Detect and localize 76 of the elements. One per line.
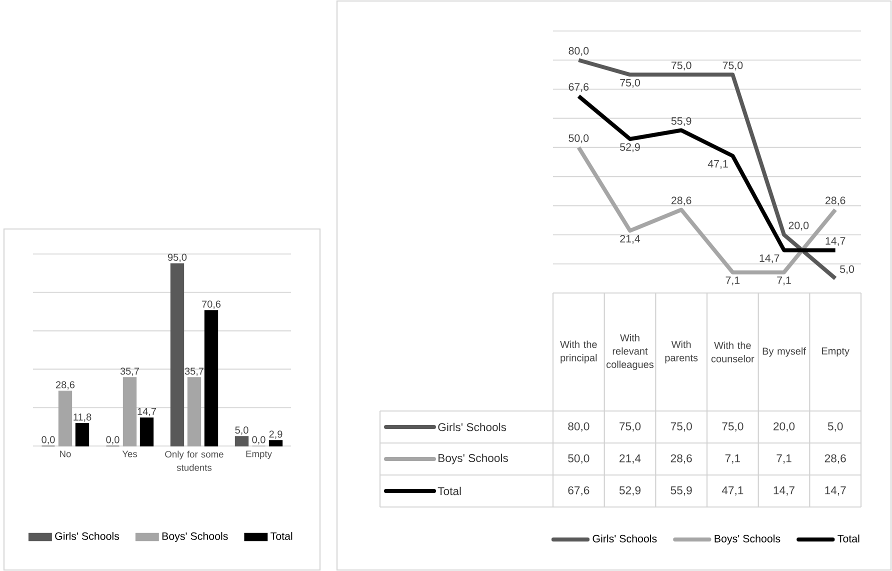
text: 21,4 — [620, 234, 640, 244]
x-tick-label: By myself — [762, 347, 806, 357]
bar — [122, 377, 137, 446]
data-label: 35,7 — [184, 368, 204, 376]
legend-label: Boys' Schools — [162, 532, 228, 542]
data-label: 7,1 — [725, 454, 740, 464]
data-label: 0,0 — [252, 436, 266, 444]
x-tick-label: With relevant colleagues — [606, 334, 654, 370]
text: 20,0 — [788, 222, 809, 231]
data-label: 28,6 — [824, 454, 846, 464]
text: 50,0 — [568, 134, 589, 144]
text: 14,7 — [760, 254, 780, 264]
bar — [234, 436, 249, 446]
data-label: 75,0 — [670, 422, 692, 432]
bar — [187, 377, 202, 446]
data-label: 47,1 — [722, 486, 744, 496]
text: 14,7 — [826, 237, 846, 246]
x-tick-label: No — [60, 450, 71, 458]
text: 75,0 — [672, 62, 692, 70]
x-tick-label: With the principal — [560, 340, 597, 364]
data-label: 67,6 — [568, 486, 590, 496]
data-label: 11,8 — [74, 413, 92, 422]
data-label: 55,9 — [670, 486, 692, 496]
data-label: 75,0 — [722, 422, 744, 432]
bar — [58, 390, 72, 446]
data-label: 0,0 — [42, 436, 55, 444]
text: 67,6 — [568, 83, 589, 92]
data-label: 75,0 — [620, 422, 641, 432]
legend-label: Girls' Schools — [438, 422, 506, 432]
bar — [204, 310, 218, 446]
x-tick-label: Yes — [122, 450, 138, 458]
data-label: 5,0 — [828, 422, 843, 432]
data-label: 95,0 — [168, 254, 187, 262]
data-label: 0,0 — [106, 436, 120, 444]
data-label: 28,6 — [56, 381, 75, 390]
legend-label: Girls' Schools — [55, 532, 120, 540]
data-label: 14,7 — [825, 486, 846, 496]
data-label: 20,0 — [774, 422, 795, 432]
data-label: 52,9 — [619, 486, 641, 496]
text: 7,1 — [726, 276, 740, 286]
text: Total — [838, 534, 860, 542]
bar — [75, 423, 90, 446]
x-tick-label: With parents — [665, 340, 698, 364]
x-tick-label: Empty — [246, 450, 272, 460]
data-label: 35,7 — [120, 368, 139, 376]
data-label: 7,1 — [776, 454, 792, 464]
text: 55,9 — [671, 117, 692, 126]
data-label: 70,6 — [202, 300, 221, 309]
text: Girls' Schools — [592, 534, 657, 542]
legend-label: Total — [438, 486, 461, 496]
text: 5,0 — [840, 265, 854, 274]
text: Boys' Schools — [714, 534, 780, 545]
x-tick-label: Empty — [822, 348, 850, 356]
text: 52,9 — [620, 143, 640, 152]
data-label: 80,0 — [568, 422, 590, 432]
text: 28,6 — [672, 196, 692, 206]
x-tick-label: With the counselor — [711, 342, 754, 362]
text: 80,0 — [568, 47, 589, 56]
data-label: 50,0 — [568, 454, 590, 464]
text: 28,6 — [826, 196, 846, 206]
data-label: 21,4 — [620, 454, 641, 464]
legend-label: Total — [270, 532, 292, 540]
text: 75,0 — [620, 78, 640, 88]
data-label: 5,0 — [235, 426, 248, 435]
bar — [268, 440, 283, 446]
bar — [170, 263, 184, 446]
data-label: 2,9 — [269, 430, 282, 439]
legend-label: Boys' Schools — [438, 454, 508, 464]
data-label: 14,7 — [138, 408, 156, 416]
data-label: 28,6 — [670, 454, 692, 464]
text: 75,0 — [722, 62, 743, 70]
bar — [140, 417, 154, 446]
data-label: 14,7 — [774, 486, 794, 496]
text: 7,1 — [777, 276, 791, 286]
text: 47,1 — [708, 160, 728, 169]
x-tick-label: Only for some students — [165, 450, 224, 471]
